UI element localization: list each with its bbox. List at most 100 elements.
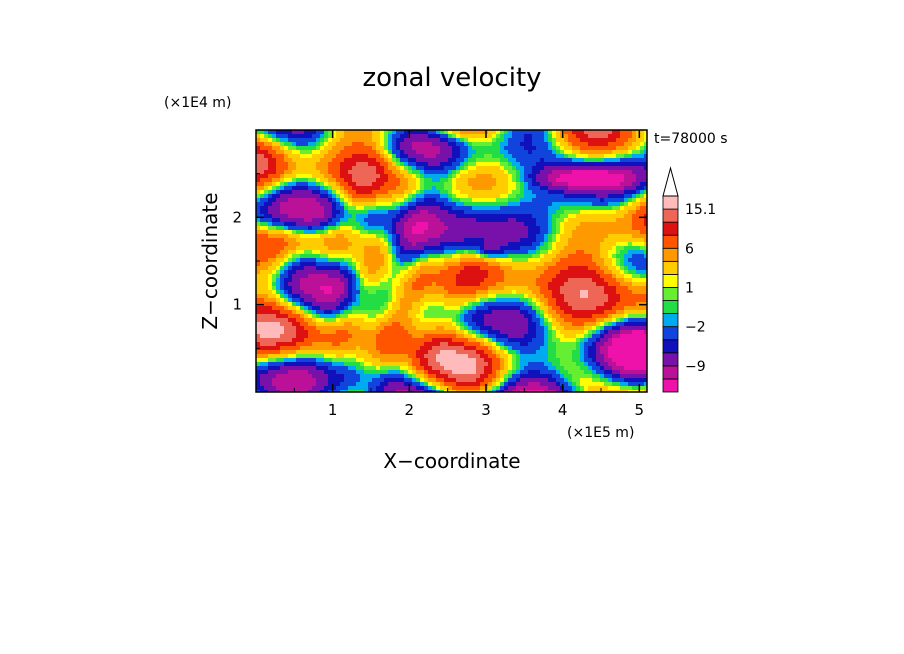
field-cell [436,154,441,159]
field-cell [440,178,445,183]
field-cell [396,150,401,155]
field-cell [500,130,505,135]
field-cell [524,202,529,207]
field-cell [296,318,301,323]
field-cell [604,210,609,215]
field-cell [400,306,405,311]
field-cell [384,230,389,235]
field-cell [604,326,609,331]
field-cell [448,158,453,163]
field-cell [404,202,409,207]
field-cell [264,270,269,275]
field-cell [556,238,561,243]
field-cell [616,214,621,219]
field-cell [356,158,361,163]
field-cell [300,282,305,287]
field-cell [484,310,489,315]
field-cell [476,214,481,219]
field-cell [388,254,393,259]
field-cell [336,222,341,227]
field-cell [644,322,647,327]
field-cell [396,306,401,311]
field-cell [452,222,457,227]
field-cell [456,310,461,315]
field-cell [448,238,453,243]
field-cell [476,298,481,303]
field-cell [512,326,517,331]
field-cell [636,298,641,303]
field-cell [428,282,433,287]
field-cell [288,294,293,299]
field-cell [280,318,285,323]
field-cell [352,266,357,271]
field-cell [464,270,469,275]
field-cell [460,130,465,135]
field-cell [496,238,501,243]
field-cell [612,226,617,231]
field-cell [308,158,313,163]
field-cell [636,162,641,167]
field-cell [316,182,321,187]
field-cell [304,326,309,331]
field-cell [548,178,553,183]
field-cell [324,246,329,251]
field-cell [296,186,301,191]
field-cell [348,250,353,255]
field-cell [340,190,345,195]
field-cell [328,242,333,247]
field-cell [384,250,389,255]
field-cell [528,170,533,175]
field-cell [620,182,625,187]
field-cell [280,174,285,179]
field-cell [304,234,309,239]
field-cell [556,254,561,259]
field-cell [592,198,597,203]
field-cell [268,254,273,259]
field-cell [416,262,421,267]
field-cell [360,138,365,143]
field-cell [640,314,645,319]
field-cell [520,226,525,231]
field-cell [612,130,617,135]
field-cell [364,322,369,327]
field-cell [644,270,647,275]
field-cell [488,262,493,267]
field-cell [392,226,397,231]
field-cell [364,158,369,163]
field-cell [428,202,433,207]
field-cell [540,194,545,199]
field-cell [284,146,289,151]
field-cell [480,178,485,183]
field-cell [604,166,609,171]
field-cell [620,326,625,331]
field-cell [524,314,529,319]
field-cell [348,306,353,311]
field-cell [348,206,353,211]
field-cell [632,190,637,195]
field-cell [260,230,265,235]
field-cell [532,278,537,283]
field-cell [420,258,425,263]
field-cell [300,138,305,143]
field-cell [524,290,529,295]
field-cell [360,282,365,287]
field-cell [468,266,473,271]
field-cell [472,194,477,199]
field-cell [532,182,537,187]
field-cell [336,242,341,247]
field-cell [316,206,321,211]
field-cell [328,238,333,243]
field-cell [480,194,485,199]
field-cell [272,146,277,151]
field-cell [640,142,645,147]
field-cell [476,230,481,235]
field-cell [288,150,293,155]
field-cell [480,222,485,227]
field-cell [300,238,305,243]
field-cell [412,158,417,163]
field-cell [496,298,501,303]
field-cell [436,258,441,263]
field-cell [480,154,485,159]
field-cell [344,278,349,283]
field-cell [264,166,269,171]
